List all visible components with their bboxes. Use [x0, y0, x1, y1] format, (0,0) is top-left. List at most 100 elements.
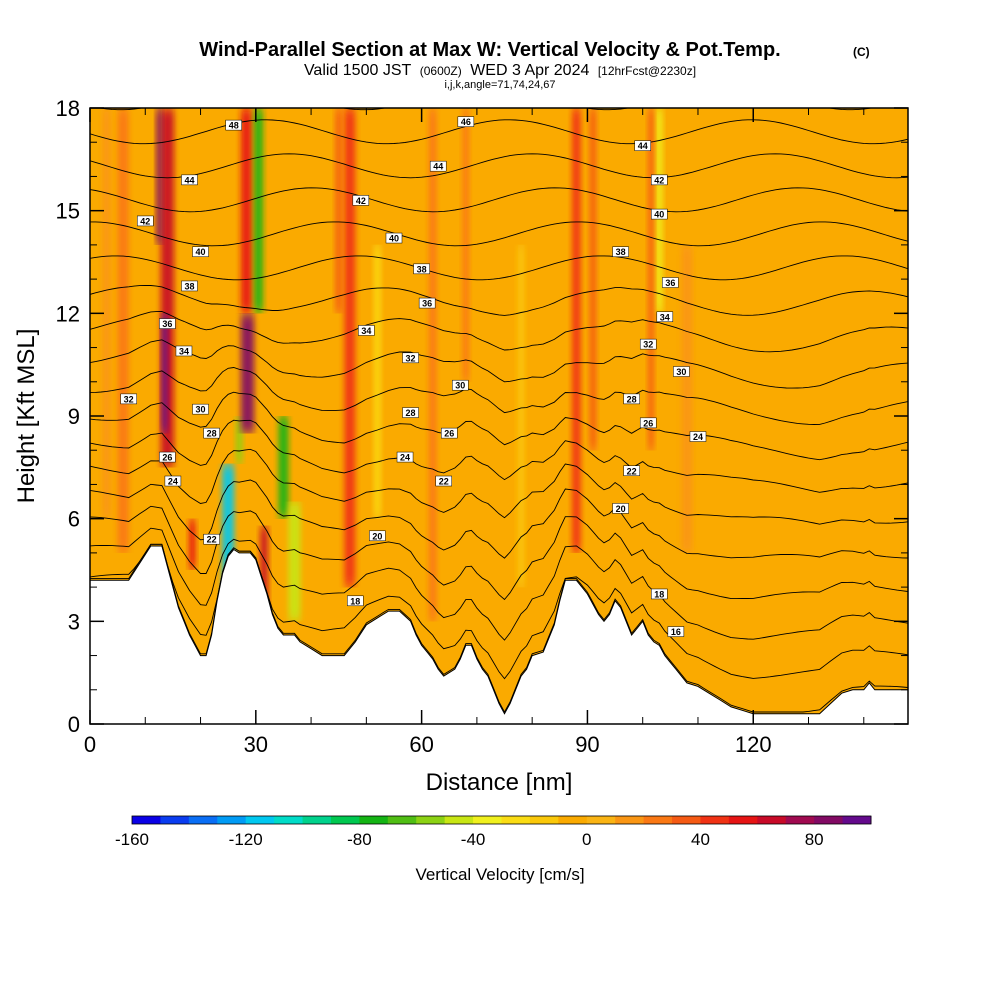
contour-label-33: 24	[396, 451, 414, 463]
x-tick-label: 60	[409, 732, 433, 757]
colorbar-swatch	[444, 816, 474, 824]
svg-text:40: 40	[389, 234, 399, 244]
theta-contour-34	[90, 339, 908, 389]
svg-text:18: 18	[350, 596, 360, 606]
y-tick-label: 0	[68, 712, 80, 737]
theta-contour-40	[90, 255, 908, 281]
svg-text:32: 32	[643, 340, 653, 350]
svg-text:48: 48	[229, 121, 239, 131]
svg-text:20: 20	[616, 504, 626, 514]
contour-label-27: 28	[402, 407, 419, 418]
svg-text:32: 32	[124, 394, 134, 404]
contour-label-22: 32	[639, 338, 657, 350]
chart-subtitle: Valid 1500 JST (0600Z) WED 3 Apr 2024 [1…	[304, 62, 696, 79]
theta-contour-18	[90, 543, 908, 680]
velocity-band-18	[571, 108, 581, 553]
svg-text:30: 30	[455, 381, 465, 391]
svg-text:22: 22	[627, 466, 637, 476]
svg-text:36: 36	[665, 278, 675, 288]
colorbar-swatch	[188, 816, 218, 824]
svg-text:44: 44	[184, 175, 194, 185]
svg-text:44: 44	[638, 141, 648, 151]
velocity-band-12	[344, 108, 356, 588]
svg-text:28: 28	[207, 429, 217, 439]
velocity-band-5	[235, 416, 243, 464]
contour-label-24: 30	[452, 379, 469, 391]
velocity-band-1	[161, 313, 168, 434]
velocity-band-3	[188, 518, 196, 570]
svg-text:44: 44	[433, 162, 443, 172]
theta-contour-42	[90, 221, 908, 247]
contour-label-41: 18	[651, 588, 668, 599]
svg-text:30: 30	[676, 367, 686, 377]
velocity-band-17	[517, 244, 525, 588]
velocity-band-2	[156, 108, 162, 245]
colorbar-swatch	[643, 816, 673, 824]
svg-text:42: 42	[140, 216, 150, 226]
velocity-band-10	[278, 416, 289, 519]
contour-label-10: 40	[651, 208, 668, 220]
colorbar-swatch	[501, 816, 531, 824]
svg-text:22: 22	[439, 477, 449, 487]
colorbar-swatch	[529, 816, 559, 824]
colorbar-swatch	[615, 816, 645, 824]
svg-text:38: 38	[417, 264, 427, 274]
contour-label-34: 24	[689, 431, 707, 442]
svg-text:34: 34	[179, 346, 189, 356]
contour-label-30: 26	[441, 427, 458, 439]
colorbar-swatch	[728, 816, 758, 824]
contour-label-6: 42	[352, 195, 370, 206]
contour-label-2: 44	[181, 174, 198, 185]
colorbar-swatch	[302, 816, 332, 824]
colorbar-swatch	[586, 816, 616, 824]
svg-text:22: 22	[207, 535, 217, 545]
theta-contour-32	[90, 367, 908, 425]
contour-label-21: 32	[402, 352, 419, 363]
colorbar-tick-label: -40	[461, 830, 486, 849]
colorbar-tick-label: -80	[347, 830, 372, 849]
colorbar-swatch	[842, 816, 872, 824]
theta-contour-36	[90, 311, 908, 353]
svg-text:24: 24	[400, 453, 410, 463]
contour-label-36: 22	[435, 475, 452, 487]
theta-contour-46	[90, 153, 908, 179]
colorbar-swatch	[245, 816, 275, 824]
contour-labels: 48 46 44 44 44 42 42 42 40 40 40 38 38 38 36 36 36 34 34 34…	[120, 116, 707, 637]
valid-utc: (0600Z)	[420, 64, 462, 78]
svg-text:28: 28	[406, 408, 416, 418]
velocity-band-21	[648, 108, 654, 451]
contour-label-39: 20	[612, 503, 629, 514]
contour-label-15: 36	[418, 297, 436, 309]
contour-label-8: 40	[192, 246, 209, 257]
contour-label-26: 28	[203, 427, 220, 439]
velocity-band-14	[374, 244, 381, 519]
velocity-band-23	[117, 108, 129, 553]
svg-text:36: 36	[422, 299, 432, 309]
contour-label-31: 26	[639, 417, 657, 428]
svg-text:30: 30	[196, 405, 206, 415]
svg-text:26: 26	[643, 418, 653, 428]
colorbar-swatch	[217, 816, 247, 824]
contour-label-7: 42	[651, 174, 668, 185]
colorbar-swatch	[359, 816, 389, 824]
velocity-band-6	[240, 313, 255, 434]
x-axis-label: Distance [nm]	[426, 769, 573, 796]
colorbar: -160 -120 -80 -40 0 40 80	[115, 815, 872, 849]
theta-contour-26	[90, 448, 908, 525]
contour-label-9: 40	[385, 232, 403, 244]
plot-area: 48 46 44 44 44 42 42 42 40 40 40 38 38 38 36 36 36 34 34 34…	[90, 108, 908, 724]
svg-text:40: 40	[196, 247, 206, 257]
y-tick-label: 6	[68, 507, 80, 532]
svg-text:20: 20	[372, 531, 382, 541]
contour-label-12: 38	[413, 263, 430, 274]
contour-label-3: 44	[429, 160, 447, 172]
velocity-band-15	[428, 108, 437, 622]
colorbar-swatch	[160, 816, 190, 824]
velocity-band-19	[589, 108, 597, 451]
colorbar-swatch	[672, 816, 701, 824]
terrain	[90, 545, 908, 724]
colorbar-tick-label: -160	[115, 830, 149, 849]
contour-label-0: 48	[225, 119, 242, 131]
